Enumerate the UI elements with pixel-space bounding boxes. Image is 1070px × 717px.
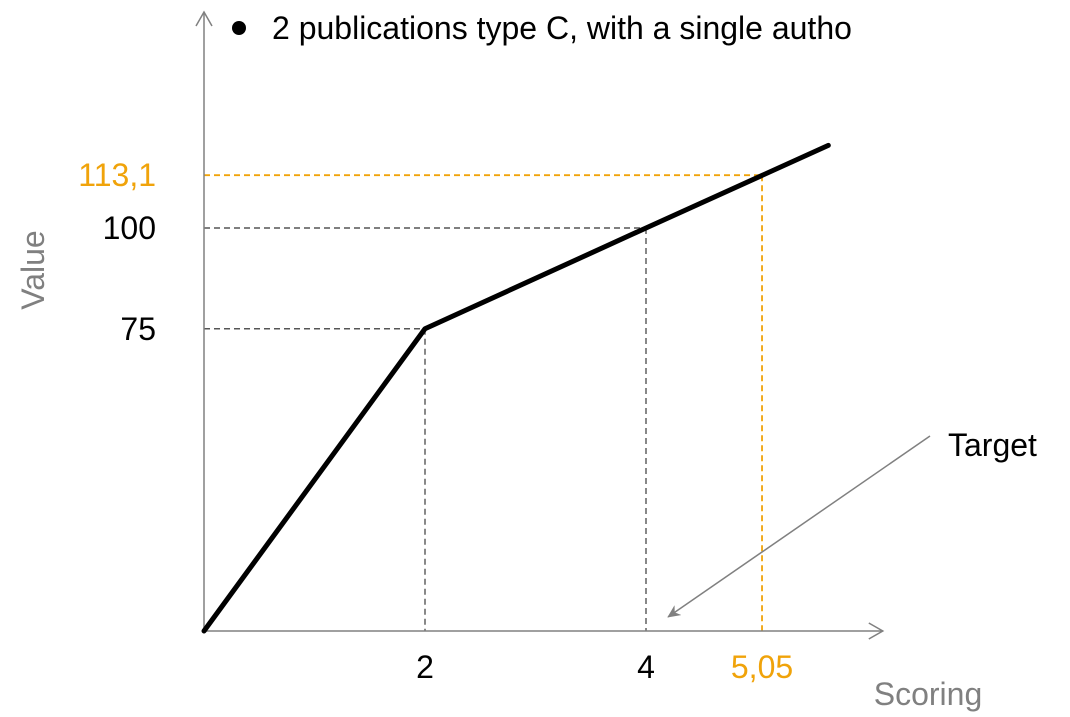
axes	[195, 10, 885, 640]
x-tick-label-2: 5,05	[731, 649, 793, 685]
annotations: Target	[667, 427, 1037, 618]
bullet-dot-icon	[232, 20, 246, 35]
tick-labels: 2 4 5,05 75 100 113,1	[78, 157, 793, 685]
x-tick-label-0: 2	[416, 649, 434, 685]
y-axis-arrow-icon	[195, 10, 213, 27]
x-tick-label-1: 4	[637, 649, 655, 685]
axis-labels: Scoring Value	[15, 230, 982, 712]
y-tick-label-0: 75	[120, 311, 156, 347]
bullet-point: 2 publications type C, with a single aut…	[232, 6, 852, 50]
x-axis-label: Scoring	[874, 676, 983, 712]
bullet-text: 2 publications type C, with a single aut…	[272, 10, 852, 46]
y-axis-label: Value	[15, 230, 51, 309]
series-line-0	[201, 142, 831, 634]
y-tick-label-2: 113,1	[78, 157, 156, 193]
y-tick-label-1: 100	[103, 210, 156, 246]
x-axis-arrow-icon	[868, 622, 885, 640]
guide-lines	[204, 174, 763, 631]
annotation-label-0: Target	[948, 427, 1037, 463]
annotation-arrow-0	[667, 435, 931, 618]
series	[201, 142, 831, 634]
